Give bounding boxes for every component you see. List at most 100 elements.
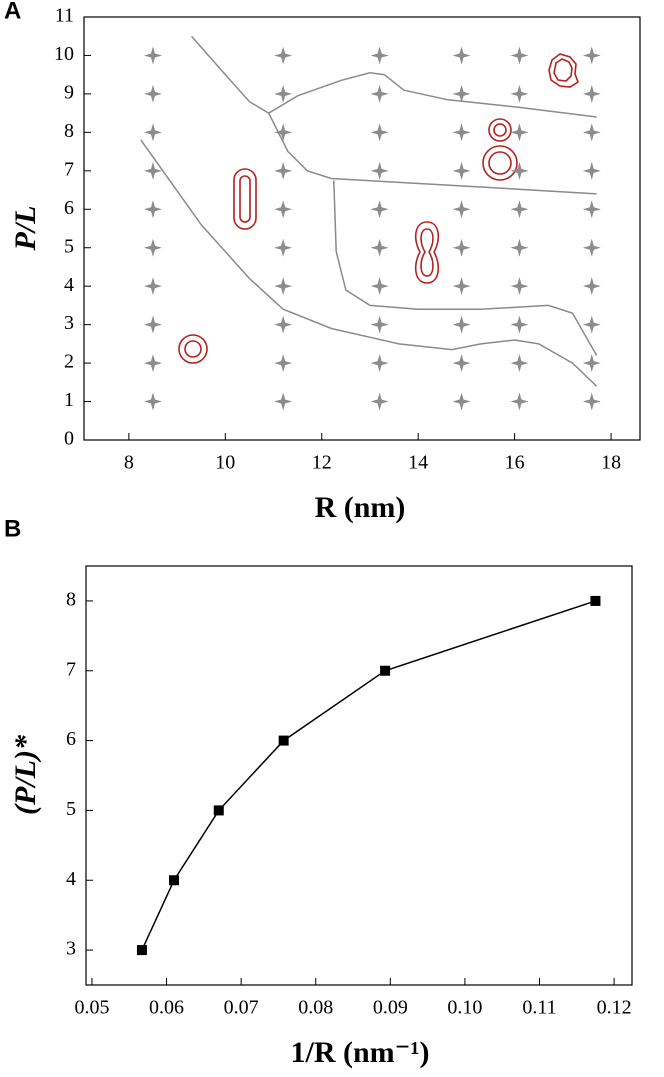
y-tick-label: 1	[64, 389, 74, 411]
simulation-point	[582, 161, 601, 180]
simulation-point	[274, 200, 293, 219]
blob-icon	[548, 53, 579, 88]
simulation-point	[370, 123, 389, 142]
x-tick-label: 16	[505, 452, 525, 474]
x-axis-label: 1/R (nm⁻¹)	[291, 1036, 430, 1069]
data-point	[380, 665, 391, 676]
simulation-point	[452, 392, 471, 411]
phase-boundary	[190, 35, 597, 118]
y-tick-label: 8	[64, 120, 74, 142]
simulation-point	[510, 200, 529, 219]
simulation-point	[582, 392, 601, 411]
ring-icon	[178, 334, 208, 364]
y-tick-label: 5	[66, 798, 76, 820]
simulation-point	[582, 354, 601, 373]
simulation-point	[143, 277, 162, 296]
simulation-point	[143, 46, 162, 65]
simulation-point	[274, 123, 293, 142]
simulation-point	[274, 315, 293, 334]
simulation-point	[452, 238, 471, 257]
y-tick-label: 6	[64, 197, 74, 219]
data-line	[141, 600, 596, 951]
y-axis-label: P/L	[9, 206, 42, 252]
phase-boundary	[140, 139, 598, 387]
simulation-point	[452, 161, 471, 180]
blob-icon	[553, 58, 573, 82]
simulation-point	[582, 277, 601, 296]
phase-boundary	[268, 112, 597, 195]
simulation-point	[510, 46, 529, 65]
simulation-point	[452, 84, 471, 103]
y-tick-label: 9	[64, 82, 74, 104]
simulation-point	[582, 238, 601, 257]
simulation-point	[274, 354, 293, 373]
peanut-icon	[414, 221, 440, 284]
x-tick-label: 0.10	[447, 997, 482, 1019]
data-point	[590, 595, 601, 606]
x-tick-label: 10	[215, 452, 235, 474]
x-tick-label: 0.08	[298, 997, 333, 1019]
y-tick-label: 4	[66, 868, 76, 890]
data-point	[278, 735, 289, 746]
simulation-point	[510, 392, 529, 411]
y-tick-label: 10	[54, 43, 74, 65]
simulation-point	[274, 392, 293, 411]
simulation-point	[370, 84, 389, 103]
simulation-point	[582, 46, 601, 65]
data-point	[136, 945, 147, 956]
data-point	[169, 875, 180, 886]
x-tick-label: 0.11	[522, 997, 556, 1019]
simulation-point	[143, 315, 162, 334]
simulation-point	[370, 315, 389, 334]
simulation-point	[143, 84, 162, 103]
ring-icon	[493, 123, 507, 137]
x-tick-label: 8	[124, 452, 134, 474]
simulation-point	[370, 46, 389, 65]
panel-label: B	[4, 515, 21, 542]
y-tick-label: 2	[64, 351, 74, 373]
simulation-point	[510, 161, 529, 180]
y-tick-label: 11	[55, 5, 74, 27]
simulation-point	[510, 123, 529, 142]
simulation-point	[510, 238, 529, 257]
x-tick-label: 0.09	[373, 997, 408, 1019]
simulation-point	[274, 46, 293, 65]
y-tick-label: 7	[64, 158, 74, 180]
simulation-point	[452, 123, 471, 142]
rod-icon	[239, 175, 251, 223]
simulation-point	[510, 354, 529, 373]
simulation-point	[370, 200, 389, 219]
simulation-point	[143, 200, 162, 219]
ring-icon	[488, 151, 512, 175]
simulation-point	[510, 277, 529, 296]
simulation-point	[143, 123, 162, 142]
y-tick-label: 0	[64, 428, 74, 450]
y-tick-label: 6	[66, 728, 76, 750]
simulation-point	[370, 354, 389, 373]
simulation-point	[143, 238, 162, 257]
simulation-point	[370, 277, 389, 296]
simulation-point	[274, 161, 293, 180]
panel-label: A	[4, 0, 21, 24]
phase-boundary	[333, 180, 598, 356]
plot-frame	[83, 16, 641, 441]
simulation-point	[582, 123, 601, 142]
simulation-point	[370, 392, 389, 411]
simulation-point	[452, 46, 471, 65]
morphology-icons	[178, 53, 579, 364]
simulation-point	[274, 277, 293, 296]
ring-icon	[482, 145, 518, 181]
simulation-point	[510, 315, 529, 334]
simulation-point	[452, 200, 471, 219]
simulation-point	[582, 315, 601, 334]
x-tick-label: 12	[312, 452, 332, 474]
y-tick-label: 5	[64, 235, 74, 257]
ring-icon	[488, 118, 512, 142]
x-tick-label: 0.07	[224, 997, 259, 1019]
simulation-point	[452, 277, 471, 296]
simulation-point	[274, 84, 293, 103]
simulation-point	[370, 161, 389, 180]
simulation-point	[582, 84, 601, 103]
x-axis-label: R (nm)	[315, 491, 406, 524]
